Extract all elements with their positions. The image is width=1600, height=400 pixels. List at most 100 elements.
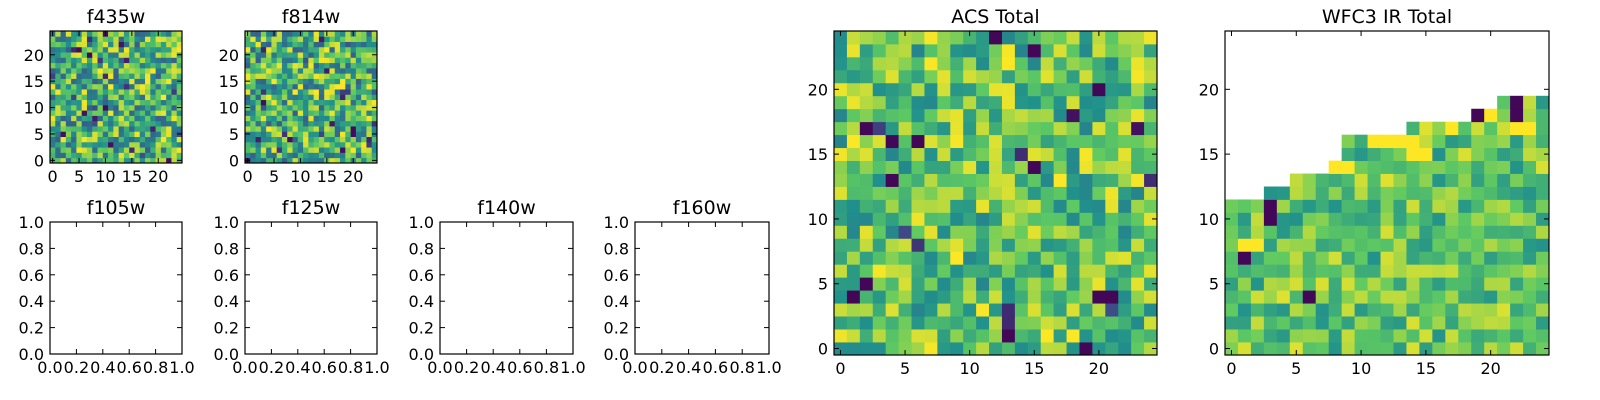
heatmap-cell xyxy=(1276,186,1291,200)
heatmap-cell xyxy=(71,73,77,79)
heatmap-cell xyxy=(859,95,874,110)
heatmap-cell xyxy=(976,199,990,213)
heatmap-cell xyxy=(287,99,293,106)
heatmap-cell xyxy=(287,89,293,95)
heatmap-cell xyxy=(281,126,288,132)
heatmap-cell xyxy=(266,83,272,90)
heatmap-cell xyxy=(76,136,83,143)
heatmap-cell xyxy=(963,225,977,239)
heatmap-cell xyxy=(160,126,167,132)
heatmap-cell xyxy=(308,147,315,153)
heatmap-cell xyxy=(303,120,309,127)
heatmap-cell xyxy=(129,73,135,79)
heatmap-cell xyxy=(50,73,56,79)
heatmap-cell xyxy=(118,99,125,106)
heatmap-cell xyxy=(329,136,336,143)
heatmap-cell xyxy=(361,57,367,64)
heatmap-cell xyxy=(1445,329,1459,343)
heatmap-cell xyxy=(308,78,315,85)
heatmap-cell xyxy=(1484,147,1498,161)
heatmap-cell xyxy=(97,36,104,42)
heatmap-cell xyxy=(1536,199,1550,213)
heatmap-cell xyxy=(150,104,156,111)
heatmap-cell xyxy=(150,46,156,53)
heatmap-cell xyxy=(1315,264,1330,278)
heatmap-cell xyxy=(1079,212,1093,226)
heatmap-cell xyxy=(1144,95,1158,110)
heatmap-cell xyxy=(297,62,304,69)
heatmap-cell xyxy=(145,131,151,137)
heatmap-cell xyxy=(1393,342,1407,356)
heatmap-cell xyxy=(872,212,887,226)
heatmap-cell xyxy=(102,57,109,64)
heatmap-cell xyxy=(1118,160,1132,174)
heatmap-cell xyxy=(92,104,98,111)
heatmap-cell xyxy=(898,342,912,356)
heatmap-cell xyxy=(366,99,373,106)
heatmap-cell xyxy=(150,110,156,116)
heatmap-cell xyxy=(834,212,848,226)
heatmap-cell xyxy=(1040,82,1055,97)
heatmap-cell xyxy=(60,126,67,132)
heatmap-cell xyxy=(1445,277,1459,291)
heatmap-cell xyxy=(129,152,135,159)
heatmap-cell xyxy=(76,46,83,53)
x-tick-label: 20 xyxy=(1481,359,1501,378)
heatmap-cell xyxy=(308,131,315,137)
heatmap-cell xyxy=(1523,147,1537,161)
heatmap-cell xyxy=(303,31,309,37)
heatmap-cell xyxy=(1432,316,1446,330)
heatmap-cell xyxy=(1092,316,1106,330)
heatmap-cell xyxy=(1001,303,1016,317)
heatmap-cell xyxy=(303,73,309,79)
heatmap-cell xyxy=(276,62,283,69)
heatmap-cell xyxy=(1471,329,1485,343)
f125w-title: f125w xyxy=(282,197,341,219)
heatmap-cell xyxy=(1458,316,1472,330)
heatmap-cell xyxy=(924,303,938,317)
heatmap-cell xyxy=(1419,251,1433,265)
heatmap-cell xyxy=(160,99,167,106)
heatmap-cell xyxy=(963,160,977,174)
heatmap-cell xyxy=(963,173,977,187)
f435w-axes-frame xyxy=(49,30,183,164)
heatmap-cell xyxy=(1484,303,1498,317)
heatmap-cell xyxy=(334,83,341,90)
heatmap-cell xyxy=(260,36,267,42)
heatmap-cell xyxy=(1523,342,1537,356)
heatmap-cell xyxy=(1105,95,1119,110)
heatmap-cell xyxy=(276,73,283,79)
f125w-axes-frame xyxy=(244,221,378,355)
heatmap-cell xyxy=(1276,225,1291,239)
heatmap-cell xyxy=(171,104,178,111)
heatmap-cell xyxy=(245,94,251,101)
heatmap-cell xyxy=(145,89,151,95)
heatmap-cell xyxy=(1419,303,1433,317)
heatmap-cell xyxy=(834,82,848,97)
heatmap-cell xyxy=(340,94,346,101)
y-tick-label: 0.6 xyxy=(604,266,629,285)
heatmap-cell xyxy=(950,342,964,356)
heatmap-cell xyxy=(1523,173,1537,187)
x-tick-label: 0.6 xyxy=(311,358,336,377)
heatmap-cell xyxy=(308,152,315,159)
heatmap-cell xyxy=(834,186,848,200)
heatmap-cell xyxy=(113,83,120,90)
y-tick-label: 0.4 xyxy=(214,292,239,311)
heatmap-cell xyxy=(911,69,925,84)
heatmap-cell xyxy=(281,62,288,69)
heatmap-cell xyxy=(118,78,125,85)
heatmap-cell xyxy=(950,121,964,136)
heatmap-cell xyxy=(71,36,77,42)
heatmap-cell xyxy=(1001,329,1016,343)
heatmap-cell xyxy=(361,147,367,153)
heatmap-cell xyxy=(345,99,351,106)
heatmap-cell xyxy=(989,251,1003,265)
heatmap-cell xyxy=(350,147,357,153)
heatmap-cell xyxy=(1040,173,1055,187)
heatmap-cell xyxy=(1027,173,1042,187)
heatmap-cell xyxy=(92,46,98,53)
heatmap-cell xyxy=(350,104,357,111)
heatmap-cell xyxy=(366,67,373,74)
heatmap-cell xyxy=(1497,251,1511,265)
